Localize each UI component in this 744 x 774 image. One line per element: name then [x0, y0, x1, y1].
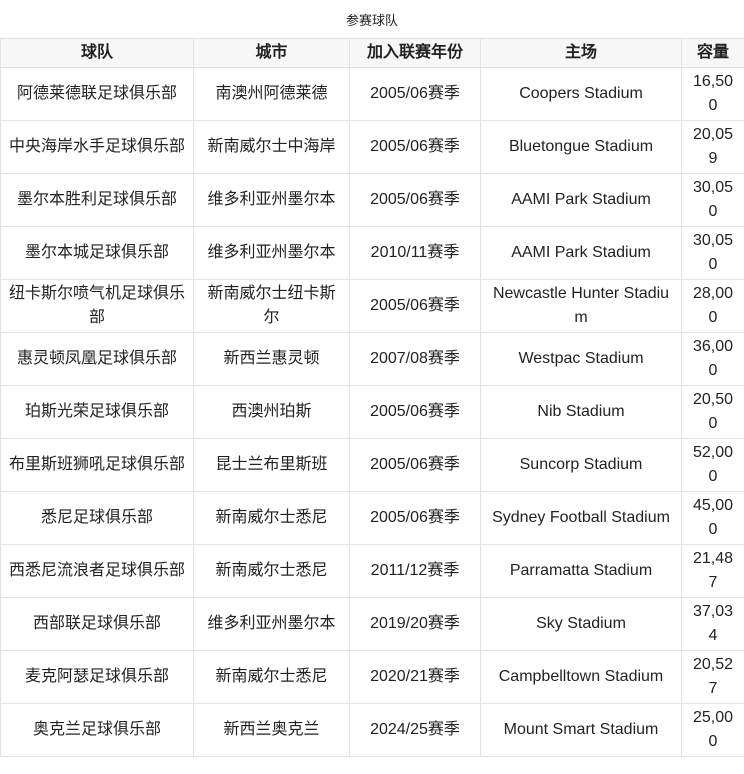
cell-team: 纽卡斯尔喷气机足球俱乐部	[0, 279, 194, 333]
cell-joined: 2005/06赛季	[349, 385, 481, 439]
header-stadium: 主场	[480, 38, 682, 68]
cell-stadium: Bluetongue Stadium	[480, 120, 682, 174]
table-row: 麦克阿瑟足球俱乐部 新南威尔士悉尼 2020/21赛季 Campbelltown St…	[0, 650, 744, 704]
table-row: 布里斯班狮吼足球俱乐部 昆士兰布里斯班 2005/06赛季 Suncorp Stadi…	[0, 438, 744, 492]
cell-joined: 2019/20赛季	[349, 597, 481, 651]
cell-stadium: Newcastle Hunter Stadium	[480, 279, 682, 333]
cell-joined: 2010/11赛季	[349, 226, 481, 280]
table-row: 纽卡斯尔喷气机足球俱乐部 新南威尔士纽卡斯尔 2005/06赛季 Newcastle …	[0, 279, 744, 333]
cell-capacity: 30,050	[681, 226, 744, 280]
table-row: 惠灵顿凤凰足球俱乐部 新西兰惠灵顿 2007/08赛季 Westpac Stadium…	[0, 332, 744, 386]
cell-team: 西悉尼流浪者足球俱乐部	[0, 544, 194, 598]
cell-city: 西澳州珀斯	[193, 385, 350, 439]
cell-joined: 2005/06赛季	[349, 173, 481, 227]
cell-city: 南澳州阿德莱德	[193, 67, 350, 121]
cell-joined: 2005/06赛季	[349, 120, 481, 174]
table-caption: 参赛球队	[345, 13, 398, 28]
table-row: 阿德莱德联足球俱乐部 南澳州阿德莱德 2005/06赛季 Coopers Stadiu…	[0, 67, 744, 121]
cell-city: 新南威尔士纽卡斯尔	[193, 279, 350, 333]
cell-city: 昆士兰布里斯班	[193, 438, 350, 492]
cell-team: 惠灵顿凤凰足球俱乐部	[0, 332, 194, 386]
header-city: 城市	[193, 38, 350, 68]
cell-capacity: 25,000	[681, 703, 744, 757]
cell-team: 悉尼足球俱乐部	[0, 491, 194, 545]
table-row: 珀斯光荣足球俱乐部 西澳州珀斯 2005/06赛季 Nib Stadium 20,500	[0, 385, 744, 439]
cell-city: 维多利亚州墨尔本	[193, 597, 350, 651]
cell-stadium: Nib Stadium	[480, 385, 682, 439]
cell-team: 西部联足球俱乐部	[0, 597, 194, 651]
cell-city: 新西兰惠灵顿	[193, 332, 350, 386]
cell-joined: 2007/08赛季	[349, 332, 481, 386]
cell-city: 新南威尔士悉尼	[193, 650, 350, 704]
cell-city: 新南威尔士悉尼	[193, 491, 350, 545]
teams-table: 球队 城市 加入联赛年份 主场 容量 阿德莱德联足球俱乐部 南澳州阿德莱德 2005/06赛…	[0, 38, 744, 757]
cell-city: 维多利亚州墨尔本	[193, 226, 350, 280]
cell-stadium: Sky Stadium	[480, 597, 682, 651]
cell-team: 珀斯光荣足球俱乐部	[0, 385, 194, 439]
cell-team: 麦克阿瑟足球俱乐部	[0, 650, 194, 704]
table-row: 墨尔本胜利足球俱乐部 维多利亚州墨尔本 2005/06赛季 AAMI Park Sta…	[0, 173, 744, 227]
cell-team: 中央海岸水手足球俱乐部	[0, 120, 194, 174]
cell-capacity: 28,000	[681, 279, 744, 333]
cell-team: 奥克兰足球俱乐部	[0, 703, 194, 757]
cell-stadium: Mount Smart Stadium	[480, 703, 682, 757]
cell-stadium: Parramatta Stadium	[480, 544, 682, 598]
table-row: 西悉尼流浪者足球俱乐部 新南威尔士悉尼 2011/12赛季 Parramatta St…	[0, 544, 744, 598]
cell-city: 新南威尔士悉尼	[193, 544, 350, 598]
cell-stadium: Suncorp Stadium	[480, 438, 682, 492]
cell-city: 维多利亚州墨尔本	[193, 173, 350, 227]
table-row: 西部联足球俱乐部 维多利亚州墨尔本 2019/20赛季 Sky Stadium 37,0…	[0, 597, 744, 651]
cell-joined: 2005/06赛季	[349, 279, 481, 333]
cell-capacity: 20,500	[681, 385, 744, 439]
cell-capacity: 16,500	[681, 67, 744, 121]
cell-capacity: 20,527	[681, 650, 744, 704]
cell-stadium: Sydney Football Stadium	[480, 491, 682, 545]
table-row: 中央海岸水手足球俱乐部 新南威尔士中海岸 2005/06赛季 Bluetongue S…	[0, 120, 744, 174]
header-team: 球队	[0, 38, 194, 68]
cell-stadium: AAMI Park Stadium	[480, 173, 682, 227]
table-row: 墨尔本城足球俱乐部 维多利亚州墨尔本 2010/11赛季 AAMI Park Stad…	[0, 226, 744, 280]
cell-stadium: AAMI Park Stadium	[480, 226, 682, 280]
cell-team: 墨尔本城足球俱乐部	[0, 226, 194, 280]
cell-joined: 2005/06赛季	[349, 67, 481, 121]
cell-team: 墨尔本胜利足球俱乐部	[0, 173, 194, 227]
cell-team: 阿德莱德联足球俱乐部	[0, 67, 194, 121]
header-capacity: 容量	[681, 38, 744, 68]
cell-capacity: 30,050	[681, 173, 744, 227]
cell-capacity: 52,000	[681, 438, 744, 492]
cell-capacity: 37,034	[681, 597, 744, 651]
table-row: 悉尼足球俱乐部 新南威尔士悉尼 2005/06赛季 Sydney Football S…	[0, 491, 744, 545]
table-row: 奥克兰足球俱乐部 新西兰奥克兰 2024/25赛季 Mount Smart Stadi…	[0, 703, 744, 757]
cell-joined: 2020/21赛季	[349, 650, 481, 704]
header-row: 球队 城市 加入联赛年份 主场 容量	[0, 38, 744, 68]
cell-capacity: 36,000	[681, 332, 744, 386]
cell-joined: 2024/25赛季	[349, 703, 481, 757]
cell-city: 新西兰奥克兰	[193, 703, 350, 757]
cell-stadium: Westpac Stadium	[480, 332, 682, 386]
cell-capacity: 20,059	[681, 120, 744, 174]
cell-stadium: Coopers Stadium	[480, 67, 682, 121]
cell-joined: 2005/06赛季	[349, 491, 481, 545]
cell-capacity: 45,000	[681, 491, 744, 545]
cell-capacity: 21,487	[681, 544, 744, 598]
cell-team: 布里斯班狮吼足球俱乐部	[0, 438, 194, 492]
cell-stadium: Campbelltown Stadium	[480, 650, 682, 704]
header-joined: 加入联赛年份	[349, 38, 481, 68]
cell-city: 新南威尔士中海岸	[193, 120, 350, 174]
cell-joined: 2005/06赛季	[349, 438, 481, 492]
cell-joined: 2011/12赛季	[349, 544, 481, 598]
